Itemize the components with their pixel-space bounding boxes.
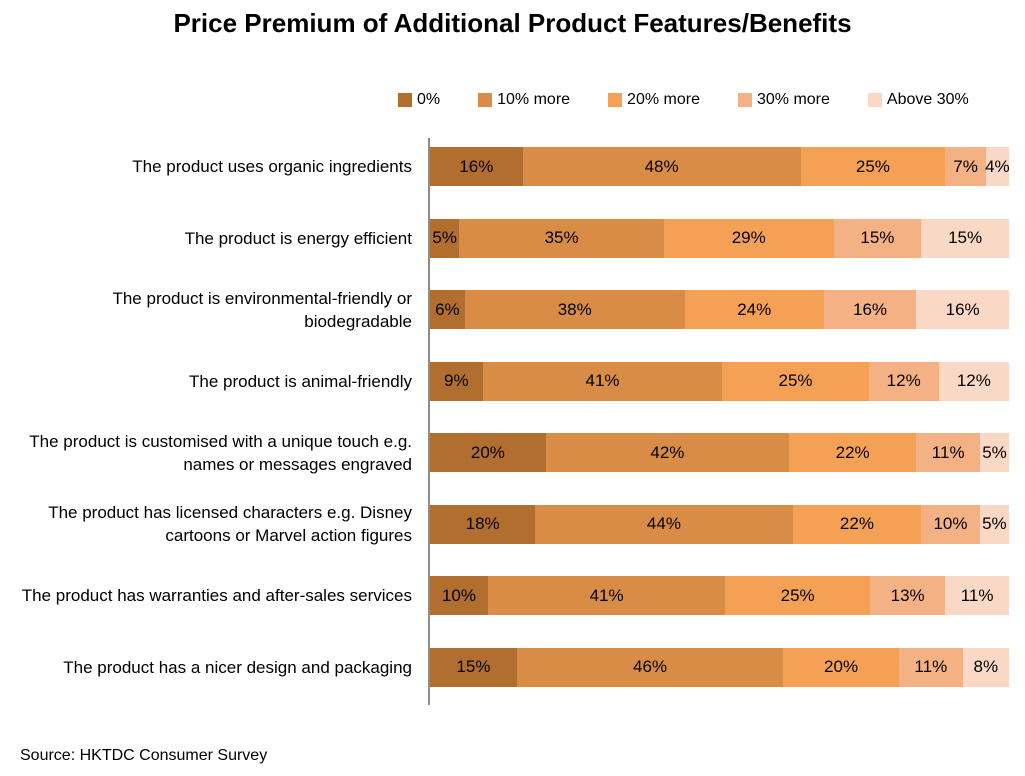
bar-track: 10% 41% 25% 13% 11% (430, 576, 1009, 616)
bar-segment: 7% (945, 147, 986, 187)
bar-segment: 16% (430, 147, 523, 187)
bar-track: 16% 48% 25% 7% 4% (430, 147, 1010, 187)
bar-segment: 16% (916, 290, 1009, 330)
bar-segment: 41% (482, 361, 723, 401)
bar-segment: 15% (430, 647, 517, 687)
category-label: The product is environmental-friendly or… (112, 288, 412, 331)
legend-label: 0% (417, 91, 441, 108)
legend-swatch-icon (398, 93, 412, 107)
source-note: Source: HKTDC Consumer Survey (20, 747, 268, 764)
bar-segment: 25% (725, 576, 871, 616)
bar-segment: 13% (870, 576, 946, 616)
bar-segment: 15% (833, 218, 922, 258)
bar-track: 20% 42% 22% 11% 5% (430, 433, 1009, 473)
category-label: The product has warranties and after-sal… (21, 586, 412, 606)
legend-item: 0% (398, 91, 440, 109)
bar-segment: 15% (921, 218, 1009, 258)
bar-segment: 44% (535, 504, 793, 544)
bar-row: The product is environmental-friendly or… (20, 274, 1009, 346)
category-label: The product is energy efficient (184, 228, 412, 248)
bar-segment: 46% (516, 647, 784, 687)
bar-segment: 22% (788, 433, 917, 473)
bar-segment: 5% (979, 504, 1009, 544)
legend: 0% 10% more 20% more 30% more Above 30% (398, 91, 969, 109)
bar-segment: 29% (663, 218, 834, 258)
bar-segment: 16% (823, 290, 917, 330)
bar-segment: 5% (430, 218, 460, 258)
bar-row: The product has warranties and after-sal… (20, 560, 1009, 632)
bar-segment: 20% (783, 647, 899, 687)
legend-swatch-icon (478, 93, 493, 107)
legend-swatch-icon (867, 93, 882, 107)
category-label: The product is animal-friendly (189, 371, 412, 391)
bar-segment: 41% (487, 576, 726, 616)
legend-item: 20% more (608, 91, 700, 109)
bar-track: 6% 38% 24% 16% 16% (430, 290, 1009, 330)
legend-swatch-icon (608, 93, 623, 107)
bar-row: The product has licensed characters e.g.… (20, 489, 1009, 561)
bar-segment: 12% (938, 361, 1009, 401)
legend-item: 10% more (478, 91, 570, 109)
bar-row: The product uses organic ingredients 16% 4… (20, 131, 1010, 203)
legend-item: Above 30% (867, 91, 969, 109)
bar-segment: 11% (898, 647, 963, 687)
bar-segment: 38% (464, 290, 685, 330)
bar-segment: 25% (800, 147, 946, 187)
stacked-bar-chart: The product uses organic ingredients 16% 4… (20, 131, 1010, 704)
category-label: The product uses organic ingredients (132, 157, 412, 177)
category-label: The product has a nicer design and packa… (63, 657, 412, 677)
bar-segment: 35% (459, 218, 664, 258)
bar-segment: 25% (722, 361, 869, 401)
bar-row: The product is animal-friendly 9% 41% 25% 12… (20, 346, 1009, 418)
bar-segment: 48% (522, 147, 801, 187)
bar-row: The product is customised with a unique … (20, 417, 1009, 489)
bar-segment: 10% (430, 576, 488, 616)
bar-segment: 5% (980, 433, 1009, 473)
legend-swatch-icon (737, 93, 752, 107)
category-label: The product is customised with a unique … (29, 431, 412, 474)
bar-segment: 20% (430, 433, 546, 473)
bar-segment: 24% (684, 290, 824, 330)
bar-segment: 11% (945, 576, 1009, 616)
legend-label: 10% more (497, 91, 571, 108)
bar-segment: 22% (792, 504, 922, 544)
page-title: Price Premium of Additional Product Feat… (173, 8, 852, 38)
bar-segment: 12% (868, 361, 939, 401)
bar-segment: 11% (916, 433, 981, 473)
bar-segment: 18% (430, 504, 536, 544)
bar-segment: 6% (430, 290, 465, 330)
bar-segment: 42% (545, 433, 789, 473)
y-axis-line (428, 138, 430, 705)
legend-item: 30% more (737, 91, 830, 109)
legend-label: Above 30% (886, 91, 969, 108)
bar-track: 9% 41% 25% 12% 12% (430, 361, 1009, 401)
bar-row: The product has a nicer design and packa… (20, 632, 1009, 704)
bar-track: 15% 46% 20% 11% 8% (430, 647, 1009, 687)
category-label: The product has licensed characters e.g.… (48, 503, 412, 546)
bar-row: The product is energy efficient 5% 35% 29% 1… (20, 203, 1009, 275)
bar-track: 18% 44% 22% 10% 5% (430, 504, 1009, 544)
bar-segment: 9% (430, 361, 483, 401)
bar-segment: 10% (921, 504, 980, 544)
bar-segment: 4% (985, 147, 1010, 187)
bar-segment: 8% (962, 647, 1009, 687)
bar-track: 5% 35% 29% 15% 15% (430, 218, 1009, 258)
legend-label: 30% more (756, 91, 830, 108)
legend-label: 20% more (627, 91, 700, 108)
